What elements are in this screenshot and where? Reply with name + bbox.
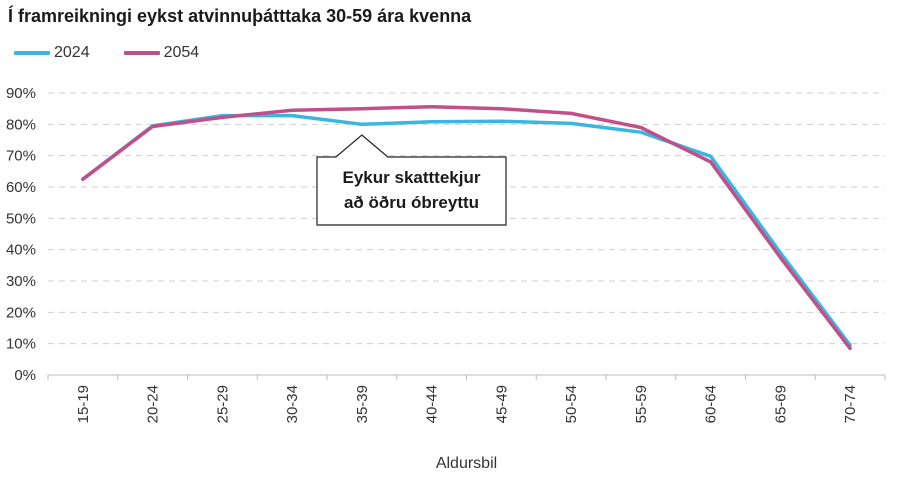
legend-item-2024: 2024 xyxy=(14,44,90,62)
legend-swatch-2054 xyxy=(123,51,160,55)
annotation-text: Eykur skatttekjur xyxy=(343,168,481,187)
x-tick-label: 65-69 xyxy=(772,385,789,423)
series-line-2054 xyxy=(81,105,852,351)
x-tick-label: 60-64 xyxy=(703,385,720,423)
x-tick-label: 45-49 xyxy=(493,385,510,423)
x-tick-label: 25-29 xyxy=(214,385,231,423)
y-tick-label: 30% xyxy=(6,273,36,290)
y-tick-label: 60% xyxy=(6,179,36,196)
legend-item-2054: 2054 xyxy=(123,44,200,62)
legend-swatch-2024 xyxy=(14,51,50,55)
series-line-2024 xyxy=(81,113,852,347)
y-tick-label: 0% xyxy=(14,367,36,384)
y-tick-label: 40% xyxy=(6,242,36,259)
annotation-callout xyxy=(316,134,507,226)
x-tick-label: 40-44 xyxy=(424,385,441,423)
x-tick-label: 15-19 xyxy=(75,385,92,423)
y-tick-label: 90% xyxy=(6,85,36,102)
x-tick-label: 20-24 xyxy=(145,385,162,423)
x-tick-label: 35-39 xyxy=(354,385,371,423)
legend-label-2054: 2054 xyxy=(163,44,200,61)
x-tick-label: 70-74 xyxy=(842,385,859,423)
y-tick-label: 20% xyxy=(6,304,36,321)
legend-label-2024: 2024 xyxy=(54,44,90,61)
y-tick-label: 50% xyxy=(6,210,36,227)
y-tick-label: 10% xyxy=(6,336,36,353)
legend: 2024 2054 xyxy=(14,44,233,62)
x-axis-title: Aldursbil xyxy=(436,455,497,472)
x-tick-label: 30-34 xyxy=(284,385,301,423)
chart-title: Í framreikningi eykst atvinnuþátttaka 30… xyxy=(8,6,472,26)
x-tick-label: 55-59 xyxy=(633,385,650,423)
y-tick-label: 80% xyxy=(6,116,36,133)
x-tick-label: 50-54 xyxy=(563,385,580,423)
annotation-text: að öðru óbreyttu xyxy=(344,193,479,212)
y-tick-label: 70% xyxy=(6,148,36,165)
